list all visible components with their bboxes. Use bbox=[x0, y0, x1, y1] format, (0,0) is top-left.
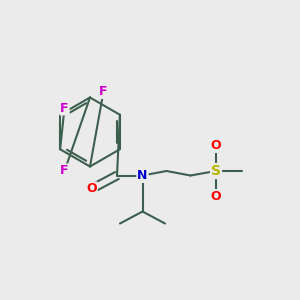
Text: N: N bbox=[137, 169, 148, 182]
Text: O: O bbox=[86, 182, 97, 196]
Text: O: O bbox=[211, 139, 221, 152]
Text: S: S bbox=[211, 164, 221, 178]
Text: F: F bbox=[60, 164, 69, 178]
Text: O: O bbox=[211, 190, 221, 203]
Text: F: F bbox=[99, 85, 108, 98]
Text: F: F bbox=[60, 101, 69, 115]
